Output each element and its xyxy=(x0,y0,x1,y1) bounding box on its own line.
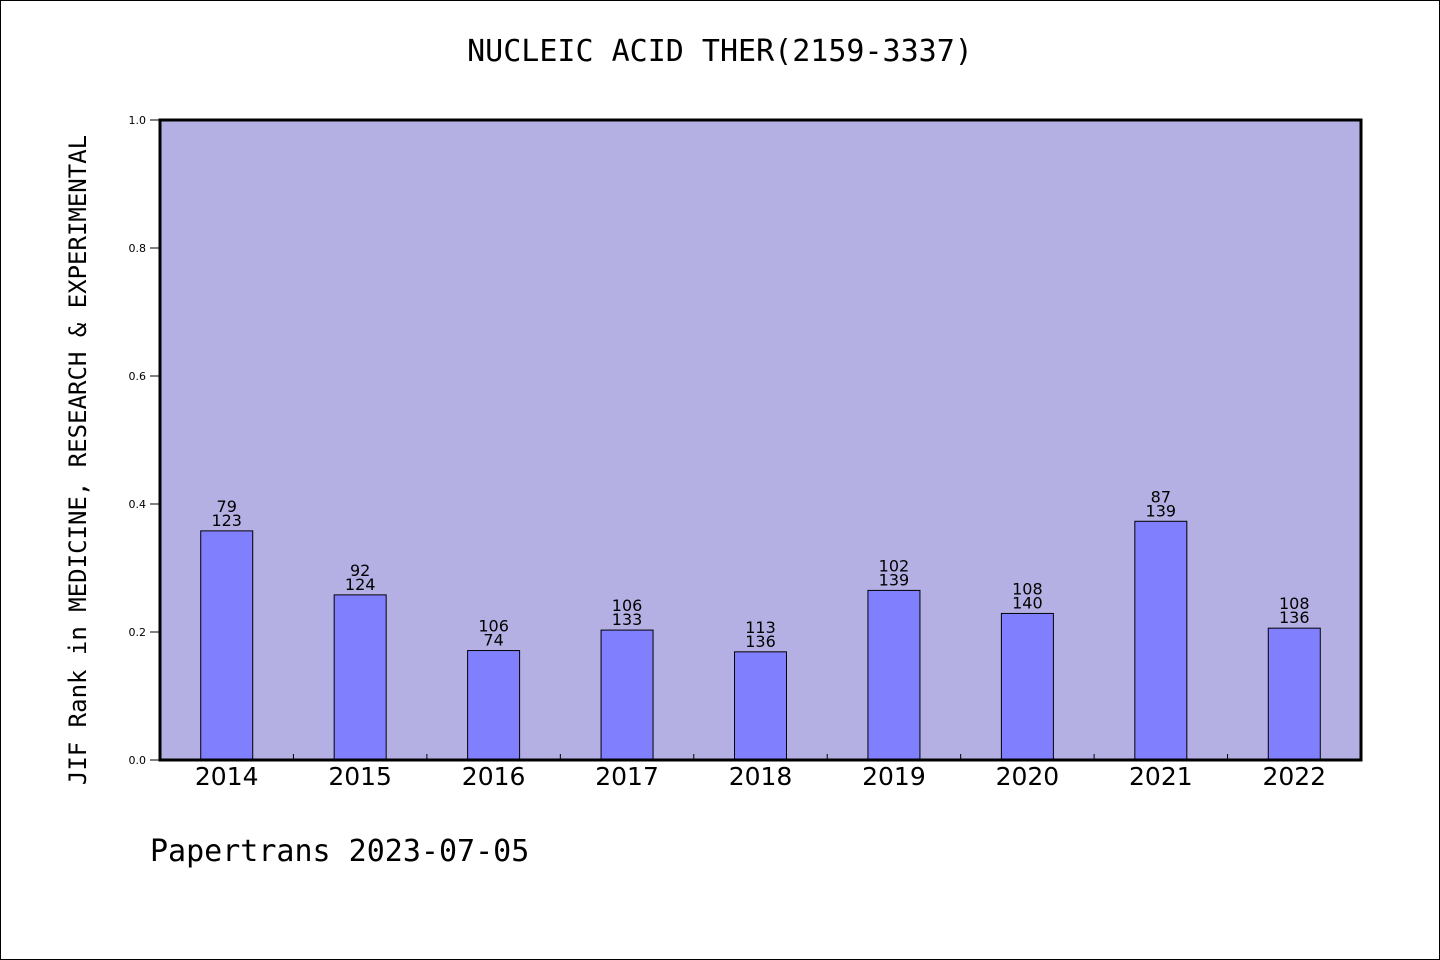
x-tick-label-2018: 2018 xyxy=(729,762,793,791)
x-tick-label-2019: 2019 xyxy=(862,762,926,791)
data-label-top-2021: 87 xyxy=(1151,487,1171,506)
x-tick-label-2017: 2017 xyxy=(595,762,659,791)
data-label-top-2017: 106 xyxy=(612,596,643,615)
y-tick-label: 0.6 xyxy=(129,370,147,383)
x-tick-label-2021: 2021 xyxy=(1129,762,1193,791)
x-tick-label-2020: 2020 xyxy=(996,762,1060,791)
data-label-bottom-2022: 136 xyxy=(1279,608,1310,627)
data-label-bottom-2015: 124 xyxy=(345,575,376,594)
footer-text: Papertrans 2023-07-05 xyxy=(150,834,530,869)
bar-2021 xyxy=(1134,520,1188,761)
data-label-bottom-2014: 123 xyxy=(211,511,242,530)
bar-2022 xyxy=(1267,627,1321,761)
y-tick-label: 1.0 xyxy=(129,114,147,127)
data-label-top-2015: 92 xyxy=(350,561,370,580)
x-tick-label-2022: 2022 xyxy=(1262,762,1326,791)
bar-2014 xyxy=(200,530,254,761)
data-label-bottom-2021: 139 xyxy=(1146,501,1177,520)
bar-2020 xyxy=(1000,612,1054,761)
y-tick-label: 0.2 xyxy=(129,626,147,639)
data-label-top-2016: 106 xyxy=(478,617,509,636)
bar-2018 xyxy=(734,651,787,761)
y-tick-label: 0.0 xyxy=(129,754,147,767)
plot-border xyxy=(158,118,1363,762)
chart-title: NUCLEIC ACID THER(2159-3337) xyxy=(467,34,973,69)
bar-2019 xyxy=(867,589,921,761)
data-label-top-2018: 113 xyxy=(745,618,776,637)
x-tick-label-2014: 2014 xyxy=(195,762,259,791)
bar-2017 xyxy=(600,629,654,761)
data-label-bottom-2018: 136 xyxy=(745,632,776,651)
data-label-top-2019: 102 xyxy=(879,556,910,575)
y-tick-label: 0.8 xyxy=(129,242,147,255)
data-label-bottom-2020: 140 xyxy=(1012,593,1043,612)
bar-2015 xyxy=(333,594,387,761)
x-tick-label-2016: 2016 xyxy=(462,762,526,791)
data-label-bottom-2016: 74 xyxy=(483,631,503,650)
data-label-bottom-2017: 133 xyxy=(612,610,643,629)
y-tick-label: 0.4 xyxy=(129,498,147,511)
data-label-bottom-2019: 139 xyxy=(879,570,910,589)
data-label-top-2022: 108 xyxy=(1279,594,1310,613)
data-label-top-2020: 108 xyxy=(1012,579,1043,598)
bar-2016 xyxy=(467,650,521,761)
x-tick-label-2015: 2015 xyxy=(328,762,392,791)
data-label-top-2014: 79 xyxy=(217,497,237,516)
